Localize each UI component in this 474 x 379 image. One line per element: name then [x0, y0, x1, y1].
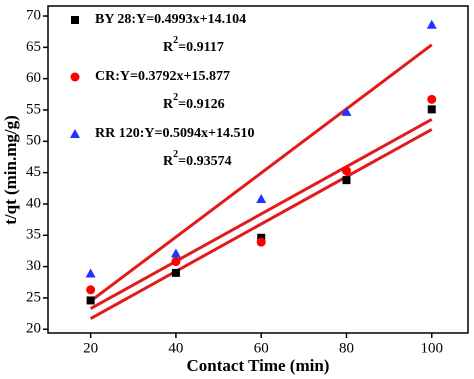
marker-triangle [256, 193, 267, 203]
x-tick-label: 100 [421, 340, 444, 356]
marker-triangle [341, 106, 352, 116]
marker-circle [256, 237, 266, 247]
x-tick-label: 40 [168, 340, 183, 356]
y-tick-label: 35 [26, 227, 41, 243]
legend-marker [71, 16, 79, 24]
x-tick-label: 60 [254, 340, 269, 356]
legend-marker [70, 72, 80, 82]
y-tick-label: 30 [26, 258, 41, 274]
fit-line [89, 128, 433, 320]
marker-triangle [426, 19, 437, 29]
r2-value: =0.93574 [178, 154, 231, 169]
r2-exponent: 2 [173, 149, 178, 160]
x-tick-label: 80 [339, 340, 354, 356]
legend-marker [70, 129, 80, 138]
r2-exponent: 2 [173, 92, 178, 103]
marker-circle [86, 285, 96, 295]
y-tick-label: 50 [26, 133, 41, 149]
fit-line [89, 43, 433, 303]
r2-value: =0.9126 [178, 97, 224, 112]
r2-exponent: 2 [173, 35, 178, 46]
r2-value: =0.9117 [178, 40, 224, 55]
x-tick-label: 20 [83, 340, 98, 356]
r2-symbol: R [163, 97, 174, 112]
plot-frame [47, 5, 469, 334]
fit-line [89, 118, 433, 310]
legend-label: RR 120:Y=0.5094x+14.510 [95, 126, 254, 141]
y-tick-label: 55 [26, 101, 41, 117]
marker-circle [171, 257, 181, 267]
y-tick-label: 45 [26, 164, 41, 180]
marker-circle [341, 166, 351, 176]
marker-triangle [85, 268, 96, 278]
marker-square [171, 268, 180, 277]
y-tick-label: 40 [26, 195, 41, 211]
r2-label: R2=0.93574 [163, 149, 232, 169]
x-axis-label: Contact Time (min) [187, 356, 330, 375]
legend-label: BY 28:Y=0.4993x+14.104 [95, 12, 246, 27]
r2-symbol: R [163, 154, 174, 169]
marker-triangle [170, 248, 181, 258]
r2-label: R2=0.9126 [163, 92, 225, 112]
r2-symbol: R [163, 40, 174, 55]
marker-square [86, 296, 95, 305]
marker-circle [427, 94, 437, 104]
r2-label: R2=0.9117 [163, 35, 224, 55]
marker-square [427, 105, 436, 114]
legend-label: CR:Y=0.3792x+15.877 [95, 69, 230, 84]
y-tick-label: 70 [26, 7, 41, 23]
y-tick-label: 60 [26, 70, 41, 86]
y-tick-label: 20 [26, 321, 41, 337]
marker-square [342, 176, 351, 185]
y-axis-label: t/qt (min.mg/g) [1, 115, 20, 225]
y-tick-label: 65 [26, 39, 41, 55]
y-tick-label: 25 [26, 289, 41, 305]
